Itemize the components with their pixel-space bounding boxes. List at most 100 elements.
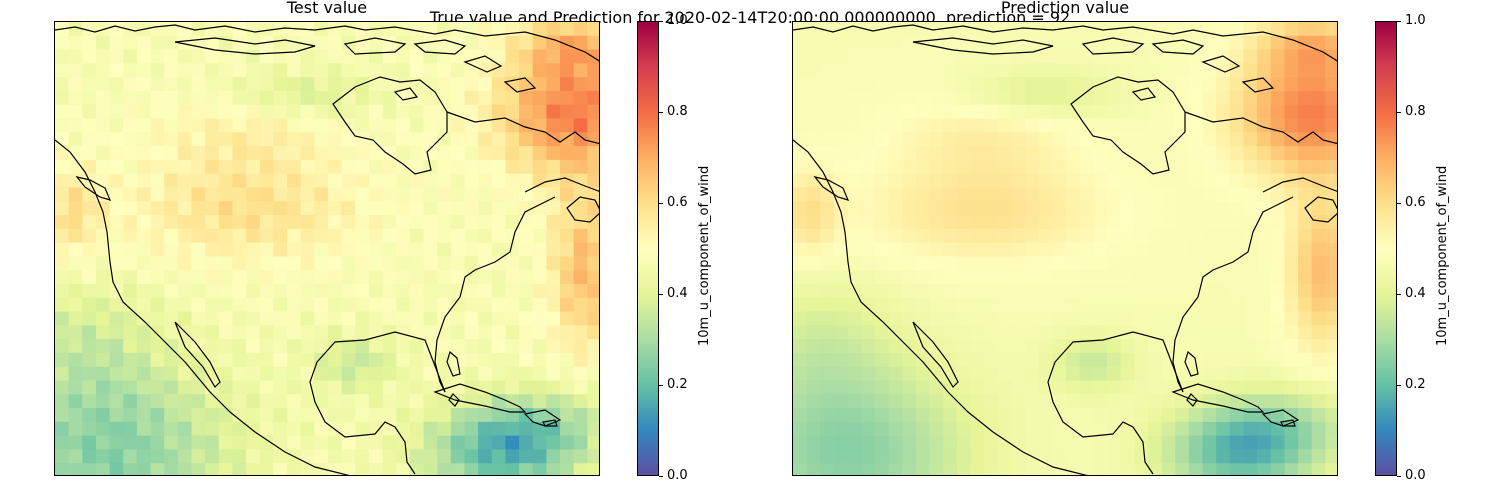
heatmap-cell — [1270, 283, 1285, 299]
heatmap-cell — [150, 63, 165, 78]
heatmap-cell — [450, 380, 466, 395]
heatmap-cell — [1161, 201, 1176, 216]
heatmap-cell — [874, 132, 890, 147]
heatmap-cell — [573, 408, 588, 423]
heatmap-cell — [874, 366, 890, 382]
heatmap-cell — [984, 270, 999, 285]
heatmap-cell — [491, 394, 507, 409]
heatmap-cell — [587, 311, 599, 326]
heatmap-cell — [150, 35, 165, 51]
heatmap-cell — [861, 297, 876, 313]
heatmap-cell — [232, 325, 247, 340]
heatmap-cell — [1147, 408, 1163, 423]
heatmap-cell — [259, 146, 274, 161]
heatmap-cell — [1311, 325, 1326, 340]
heatmap-cell — [68, 339, 83, 354]
heatmap-cell — [150, 380, 165, 395]
heatmap-cell — [546, 22, 561, 37]
heatmap-cell — [1257, 325, 1272, 340]
heatmap-cell — [573, 118, 588, 133]
heatmap-cell — [1284, 35, 1299, 51]
heatmap-cell — [478, 63, 493, 78]
heatmap-cell — [450, 173, 466, 189]
heatmap-cell — [1147, 394, 1163, 409]
heatmap-cell — [1202, 449, 1217, 464]
heatmap-cell — [109, 159, 124, 175]
heatmap-cell — [1229, 408, 1245, 423]
heatmap-cell — [1229, 270, 1245, 285]
heatmap-cell — [820, 325, 835, 340]
heatmap-cell — [232, 380, 247, 395]
heatmap-cell — [888, 380, 903, 395]
heatmap-cell — [478, 463, 493, 475]
heatmap-cell — [300, 256, 315, 271]
heatmap-cell — [943, 90, 958, 106]
heatmap-cell — [573, 173, 588, 189]
heatmap-cell — [1243, 159, 1258, 175]
heatmap-cell — [874, 325, 890, 340]
heatmap-cell — [997, 159, 1012, 175]
heatmap-cell — [450, 49, 466, 64]
heatmap-cell — [806, 104, 821, 120]
heatmap-cell — [246, 90, 261, 106]
heatmap-cell — [1147, 22, 1163, 37]
heatmap-cell — [437, 49, 452, 64]
heatmap-cell — [820, 339, 835, 354]
heatmap-cell — [560, 435, 575, 451]
heatmap-cell — [888, 394, 903, 409]
coastline — [1172, 196, 1294, 393]
heatmap-cell — [573, 421, 588, 437]
right-panel-title: Prediction value — [1000, 0, 1130, 17]
heatmap-cell — [1311, 463, 1326, 475]
heatmap-cell — [888, 201, 903, 216]
heatmap-cell — [164, 449, 179, 464]
heatmap-cell — [136, 325, 152, 340]
heatmap-cell — [437, 201, 452, 216]
heatmap-cell — [1229, 187, 1245, 202]
heatmap-cell — [273, 339, 288, 354]
map-svg — [55, 22, 599, 475]
heatmap-cell — [1325, 366, 1337, 382]
heatmap-cell — [205, 63, 220, 78]
heatmap-cell — [1202, 297, 1217, 313]
heatmap-cell — [82, 435, 97, 451]
heatmap-cell — [382, 352, 397, 368]
heatmap-cell — [929, 242, 944, 257]
heatmap-cell — [423, 297, 438, 313]
heatmap-cell — [287, 366, 302, 382]
heatmap-cell — [409, 394, 425, 409]
coastline — [1261, 409, 1300, 427]
heatmap-cell — [1270, 159, 1285, 175]
heatmap-cell — [1298, 435, 1313, 451]
heatmap-cell — [478, 173, 493, 189]
heatmap-cell — [1188, 311, 1204, 326]
heatmap-cell — [1106, 366, 1122, 382]
heatmap-cell — [478, 159, 493, 175]
heatmap-cell — [874, 311, 890, 326]
heatmap-cell — [956, 352, 972, 368]
heatmap-cell — [450, 215, 466, 230]
heatmap-cell — [1025, 63, 1040, 78]
heatmap-cell — [806, 380, 821, 395]
heatmap-cell — [123, 22, 138, 37]
heatmap-cell — [1298, 90, 1313, 106]
heatmap-cell — [1134, 283, 1149, 299]
heatmap-cell — [546, 49, 561, 64]
heatmap-cell — [874, 394, 890, 409]
heatmap-cell — [1311, 132, 1326, 147]
heatmap-cell — [1038, 421, 1053, 437]
heatmap-cell — [136, 297, 152, 313]
heatmap-cell — [368, 408, 384, 423]
heatmap-cell — [1188, 90, 1204, 106]
heatmap-cell — [259, 228, 274, 244]
heatmap-cell — [95, 118, 111, 133]
heatmap-cell — [505, 201, 520, 216]
heatmap-cell — [1243, 132, 1258, 147]
heatmap-cell — [95, 297, 111, 313]
heatmap-cell — [478, 132, 493, 147]
coastline — [912, 321, 959, 388]
heatmap-cell — [532, 22, 547, 37]
heatmap-cell — [1311, 242, 1326, 257]
coastline — [1184, 350, 1199, 377]
heatmap-cell — [205, 311, 220, 326]
